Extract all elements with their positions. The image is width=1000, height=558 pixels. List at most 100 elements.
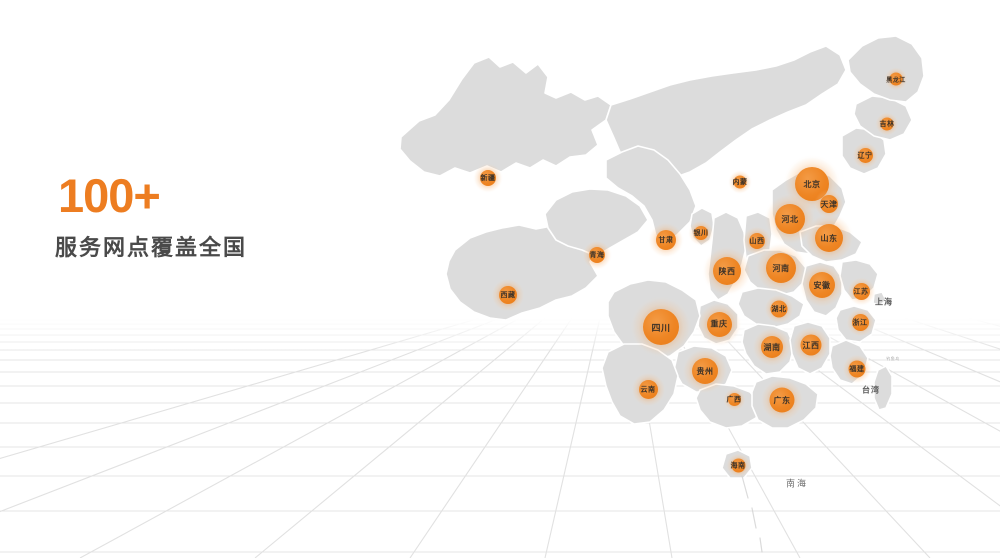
- bubble-core-icon: [857, 147, 873, 163]
- headline-block: 100+ 服务网点覆盖全国: [55, 172, 355, 259]
- service-bubble[interactable]: 福建: [842, 354, 872, 384]
- service-bubble[interactable]: 安徽: [799, 262, 845, 308]
- bubble-label: 内蒙: [732, 179, 748, 186]
- service-bubble[interactable]: 云南: [630, 371, 666, 407]
- bubble-label: 山东: [820, 233, 838, 243]
- bubble-label: 广东: [773, 395, 791, 405]
- bubble-label: 重庆: [710, 319, 728, 329]
- service-bubble[interactable]: 山东: [804, 213, 854, 263]
- province-tibet: [445, 224, 599, 321]
- service-bubble[interactable]: 内蒙: [728, 170, 752, 194]
- bubble-core-icon: [766, 253, 796, 283]
- bubble-label: 江苏: [853, 288, 869, 295]
- bubble-label: 天津: [820, 199, 838, 209]
- province-shanghai: [872, 291, 887, 307]
- service-bubble[interactable]: 陕西: [702, 246, 752, 296]
- province-xinjiang: [399, 56, 612, 177]
- service-bubble[interactable]: 重庆: [696, 301, 742, 347]
- bubble-core-icon: [852, 282, 870, 300]
- province-heilongjiang: [847, 35, 925, 103]
- bubble-core-icon: [761, 336, 783, 358]
- bubble-core-icon: [733, 175, 747, 189]
- bubble-core-icon: [889, 72, 903, 86]
- bubble-core-icon: [643, 309, 679, 345]
- bubble-label: 海南: [730, 462, 746, 469]
- service-bubble[interactable]: 新疆: [473, 163, 503, 193]
- bubble-core-icon: [656, 230, 676, 250]
- service-bubble[interactable]: 河南: [755, 242, 807, 294]
- service-bubble[interactable]: 浙江: [845, 307, 875, 337]
- bubble-label: 贵州: [696, 366, 714, 376]
- bubble-core-icon: [706, 311, 732, 337]
- bubble-label: 浙江: [852, 319, 868, 326]
- bubble-label: 河北: [781, 214, 799, 224]
- service-bubble[interactable]: 银川: [688, 220, 714, 246]
- service-bubble[interactable]: 广东: [760, 378, 804, 422]
- bubble-core-icon: [820, 195, 838, 213]
- bubble-core-icon: [727, 392, 741, 406]
- bubble-core-icon: [809, 272, 835, 298]
- bubble-label: 银川: [693, 230, 709, 237]
- bubble-core-icon: [851, 313, 869, 331]
- service-bubble[interactable]: 广西: [722, 387, 746, 411]
- service-bubble[interactable]: 青海: [582, 240, 612, 270]
- bubble-core-icon: [713, 257, 741, 285]
- service-bubble[interactable]: 西藏: [491, 278, 525, 312]
- map-place-label: 上海: [875, 297, 893, 307]
- service-bubble[interactable]: 湖南: [752, 327, 792, 367]
- stat-number: 100+: [58, 169, 161, 222]
- service-bubble[interactable]: 湖北: [764, 294, 794, 324]
- bubble-label: 福建: [849, 366, 865, 373]
- province-taiwan: [873, 365, 893, 411]
- bubble-core-icon: [692, 358, 718, 384]
- service-bubble[interactable]: 四川: [630, 296, 692, 358]
- bubble-label: 湖南: [763, 342, 781, 352]
- bubble-label: 云南: [640, 386, 656, 393]
- service-bubble[interactable]: 江西: [792, 326, 830, 364]
- service-bubble[interactable]: 辽宁: [851, 141, 879, 169]
- bubble-label: 西藏: [500, 292, 516, 299]
- map-island-label: 钓鱼岛: [886, 356, 900, 361]
- bubble-core-icon: [815, 224, 843, 252]
- bubble-label: 青海: [589, 252, 605, 259]
- bubble-core-icon: [589, 247, 605, 263]
- bubble-label: 四川: [651, 322, 671, 333]
- bubble-core-icon: [800, 334, 822, 356]
- bubble-core-icon: [775, 204, 805, 234]
- service-bubble[interactable]: 海南: [725, 452, 751, 478]
- bubble-core-icon: [694, 226, 708, 240]
- bubble-core-icon: [731, 458, 745, 472]
- bubble-core-icon: [769, 387, 795, 413]
- bubble-label: 陕西: [718, 266, 736, 276]
- bubble-core-icon: [499, 286, 517, 304]
- stat-caption: 服务网点覆盖全国: [55, 235, 248, 260]
- bubble-label: 江西: [802, 340, 820, 350]
- service-bubble[interactable]: 黑龙江: [884, 67, 908, 91]
- bubble-core-icon: [749, 233, 765, 249]
- service-bubble[interactable]: 吉林: [875, 112, 899, 136]
- bubble-label: 辽宁: [857, 152, 873, 159]
- bubble-core-icon: [880, 117, 894, 131]
- bubble-label: 河南: [772, 263, 790, 273]
- bubble-label: 湖北: [771, 306, 787, 313]
- bubble-core-icon: [638, 379, 658, 399]
- bubble-core-icon: [848, 360, 866, 378]
- province-gansu: [605, 145, 697, 245]
- bubble-label: 山西: [749, 238, 765, 245]
- map-place-label: 台湾: [862, 385, 880, 395]
- service-bubble[interactable]: 甘肃: [648, 222, 684, 258]
- service-bubble[interactable]: 贵州: [682, 348, 728, 394]
- bubble-label: 甘肃: [658, 237, 674, 244]
- map-sea-label: 南海: [785, 478, 809, 489]
- bubble-core-icon: [480, 170, 496, 186]
- bubble-label: 安徽: [813, 280, 831, 290]
- bubble-label: 黑龙江: [886, 77, 906, 84]
- bubble-label: 吉林: [879, 121, 895, 128]
- province-qinghai: [544, 188, 649, 257]
- nine-dash-line: [741, 475, 763, 553]
- bubble-label: 新疆: [480, 175, 496, 182]
- bubble-core-icon: [770, 300, 788, 318]
- service-bubble[interactable]: 江苏: [846, 276, 876, 306]
